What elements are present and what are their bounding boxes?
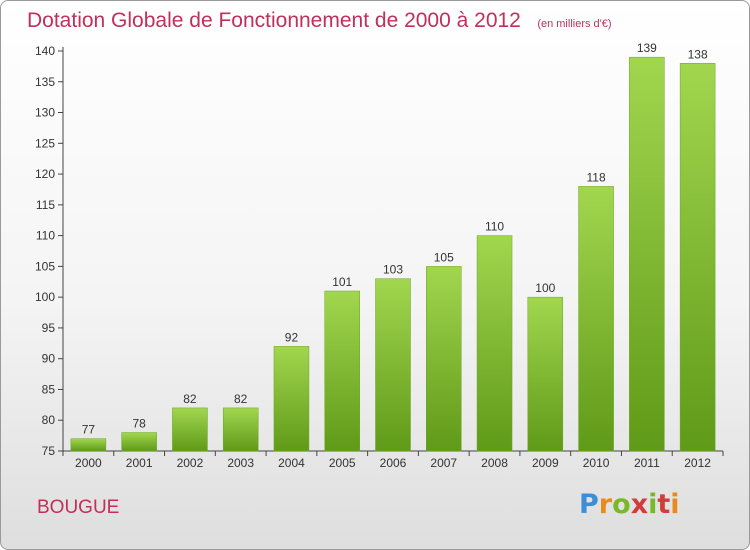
chart-title: Dotation Globale de Fonctionnement de 20… (27, 9, 521, 32)
value-label-2005: 101 (332, 275, 352, 289)
bar-2010 (578, 186, 614, 452)
x-tick-label-2002: 2002 (177, 456, 204, 470)
y-tick-label: 95 (42, 321, 56, 335)
y-tick-label: 90 (42, 352, 56, 366)
bar-2000 (70, 438, 107, 452)
value-label-2009: 100 (535, 281, 555, 295)
x-tick-label-2003: 2003 (227, 456, 254, 470)
value-label-2003: 82 (234, 392, 248, 406)
y-tick-label: 140 (35, 44, 55, 58)
value-label-2008: 110 (485, 220, 504, 234)
y-tick-label: 75 (42, 444, 56, 458)
chart-title-block: Dotation Globale de Fonctionnement de 20… (27, 9, 612, 33)
bar-2003 (222, 407, 259, 452)
y-tick-label: 130 (35, 106, 55, 120)
y-tick-label: 100 (35, 290, 55, 304)
bar-2004 (273, 346, 310, 452)
y-tick-label: 135 (35, 75, 55, 89)
x-tick-label-2007: 2007 (430, 456, 457, 470)
y-tick-label: 80 (42, 413, 56, 427)
x-tick-label-2008: 2008 (481, 456, 508, 470)
bar-2007 (426, 266, 462, 452)
bar-2005 (324, 290, 360, 452)
proxiti-logo: Proxiti (579, 489, 680, 520)
y-tick-label: 105 (35, 259, 55, 273)
y-tick-label: 110 (36, 229, 55, 243)
bar-2002 (172, 407, 208, 452)
value-label-2000: 77 (82, 423, 96, 437)
value-label-2004: 92 (285, 330, 299, 344)
x-tick-label-2000: 2000 (75, 456, 102, 470)
value-label-2006: 103 (383, 263, 403, 277)
chart-subtitle: (en milliers d'€) (537, 18, 612, 30)
x-tick-label-2005: 2005 (329, 456, 356, 470)
bar-2006 (375, 278, 411, 452)
value-label-2010: 118 (587, 170, 606, 184)
commune-name: BOUGUE (37, 497, 120, 518)
value-label-2001: 78 (132, 417, 146, 431)
bar-2012 (679, 63, 716, 452)
bar-2008 (476, 235, 513, 452)
value-label-2007: 105 (434, 250, 454, 264)
x-tick-label-2004: 2004 (278, 456, 305, 470)
x-tick-label-2012: 2012 (684, 456, 711, 470)
y-tick-label: 115 (36, 198, 55, 212)
y-tick-label: 125 (35, 136, 55, 150)
x-tick-label-2006: 2006 (380, 456, 407, 470)
x-tick-label-2001: 2001 (126, 456, 153, 470)
value-label-2012: 138 (688, 47, 708, 61)
bar-2001 (121, 432, 157, 452)
y-tick-label: 120 (35, 167, 55, 181)
x-tick-label-2010: 2010 (583, 456, 610, 470)
x-tick-label-2009: 2009 (532, 456, 559, 470)
value-label-2002: 82 (183, 392, 197, 406)
bar-2009 (527, 296, 564, 452)
bar-2011 (629, 56, 665, 452)
x-tick-label-2011: 2011 (634, 456, 660, 470)
value-label-2011: 139 (637, 41, 657, 55)
y-tick-label: 85 (42, 382, 56, 396)
